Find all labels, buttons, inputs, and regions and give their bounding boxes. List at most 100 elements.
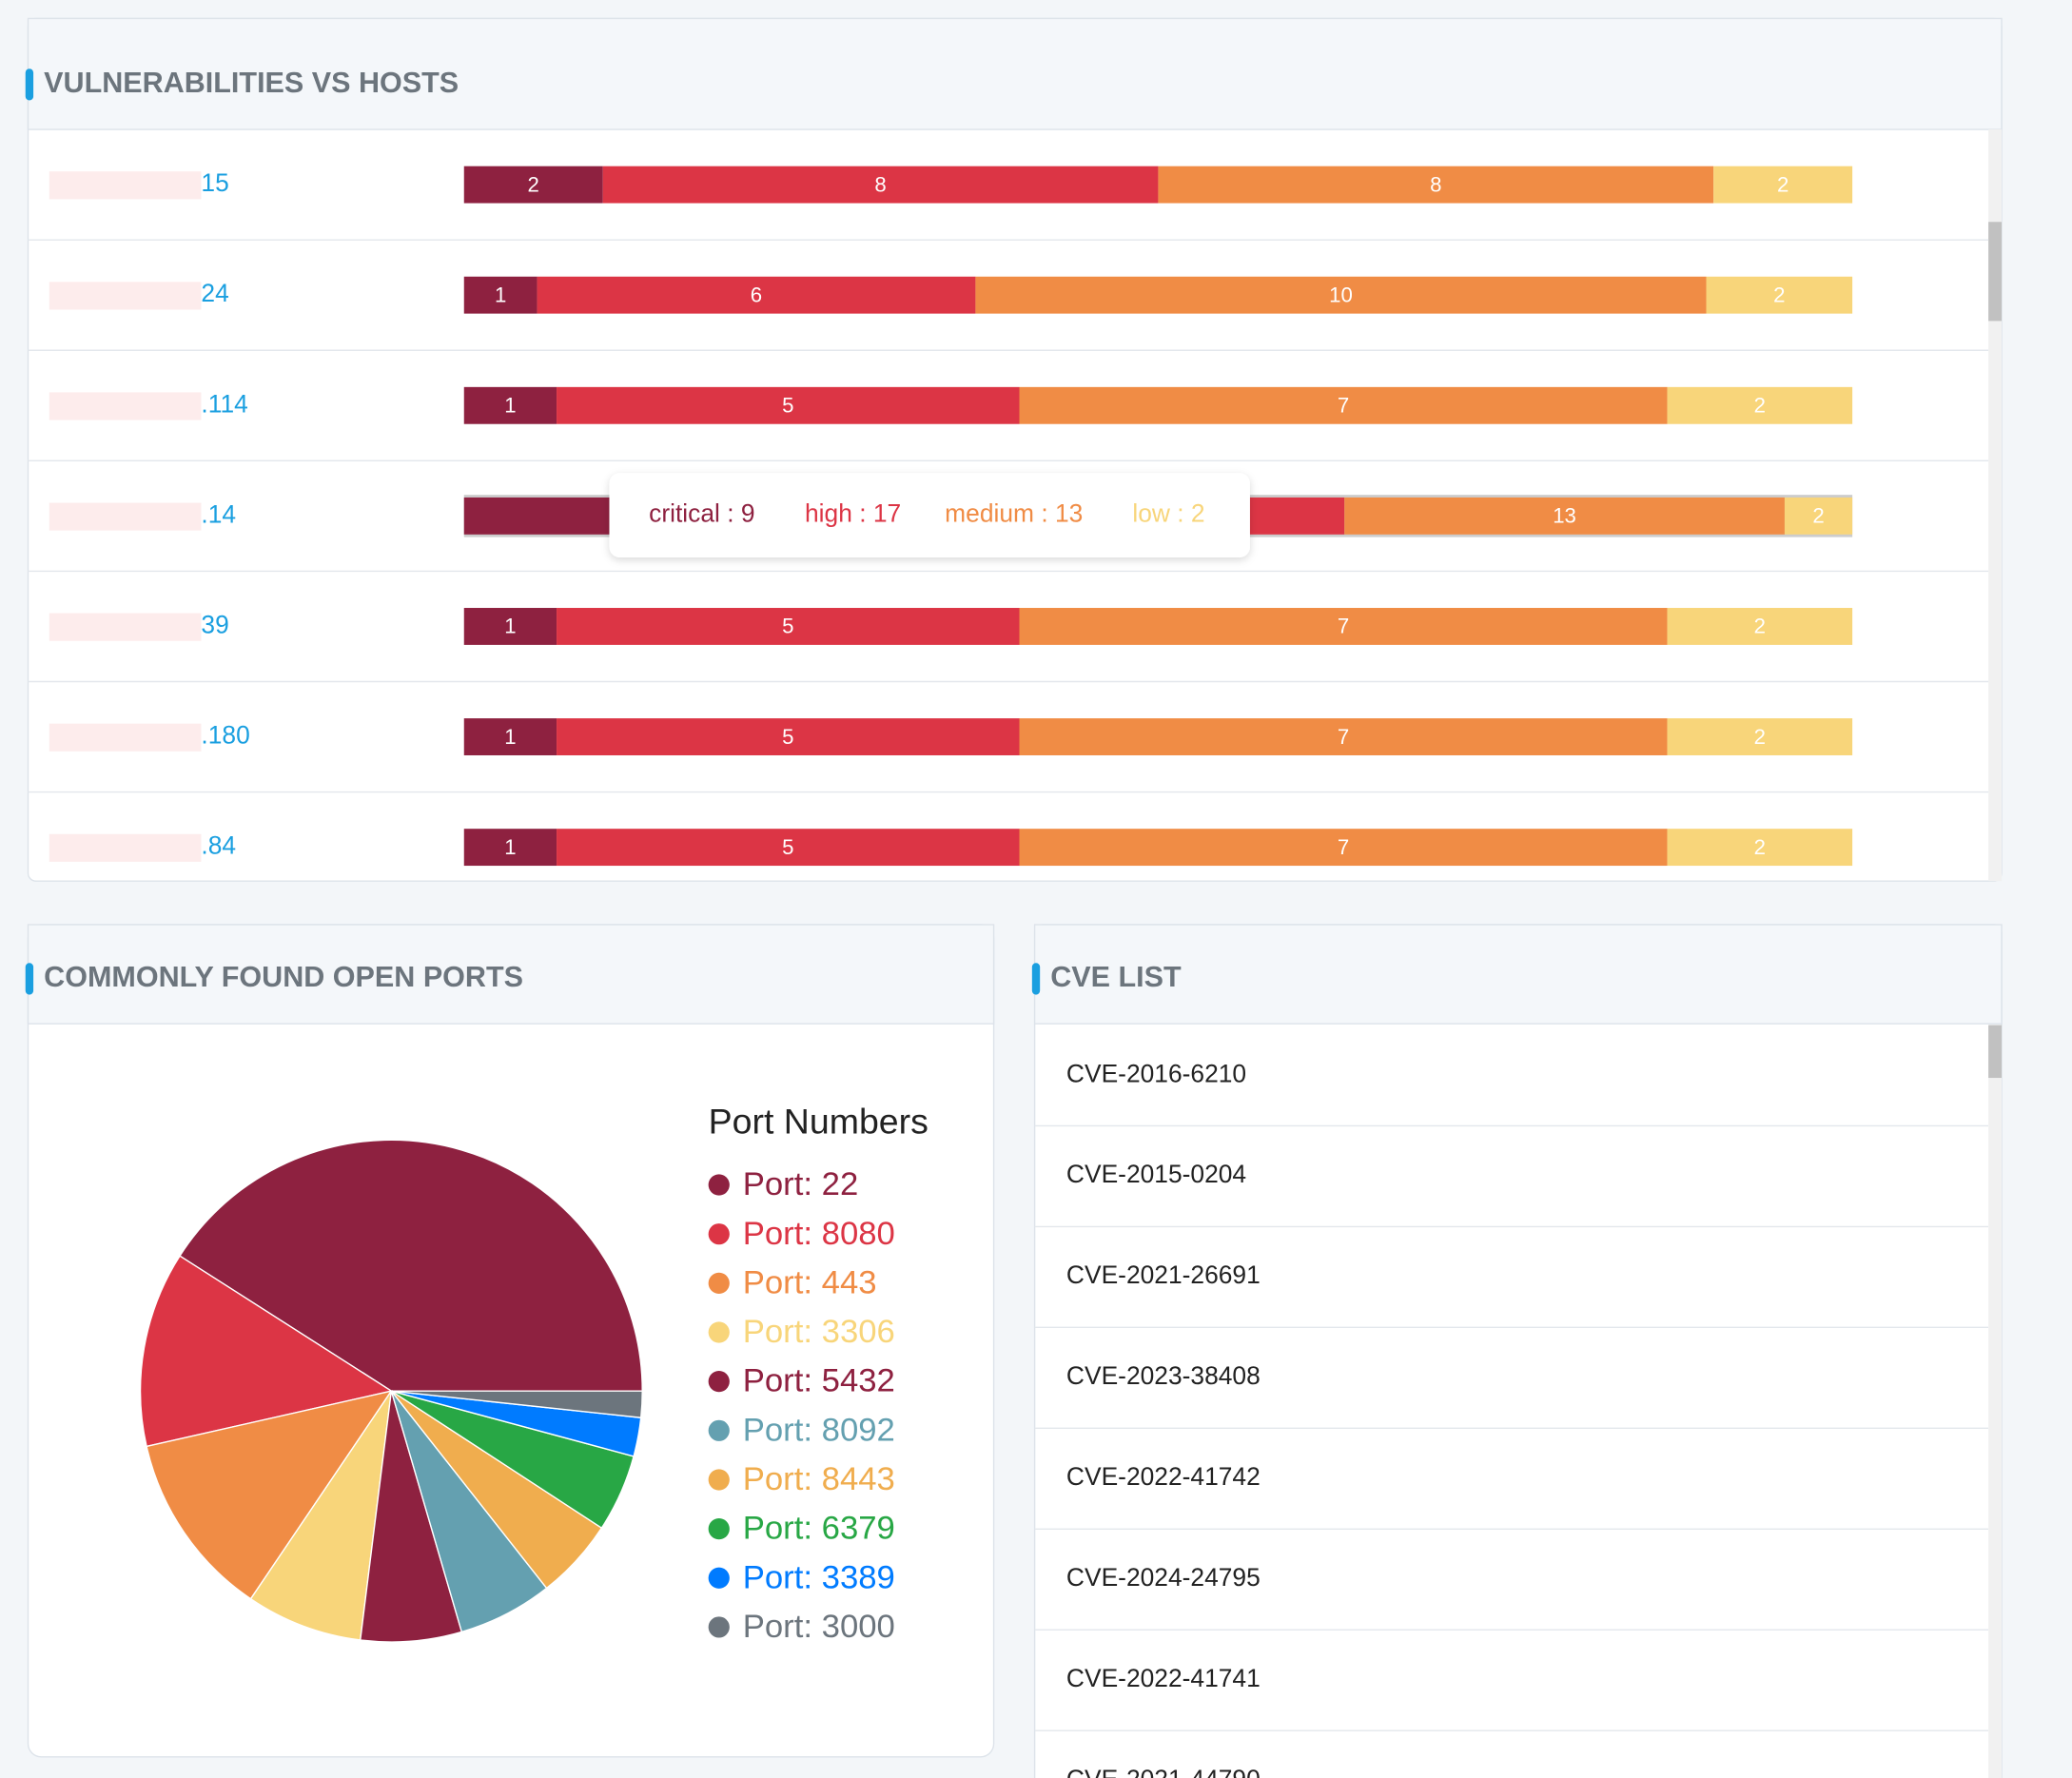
legend-marker[interactable] [708,1518,730,1540]
legend-label[interactable]: Port: 22 [743,1166,859,1202]
bar-segment[interactable] [463,718,557,755]
host-label[interactable]: .114 [201,389,247,418]
host-label[interactable]: 15 [201,168,228,197]
tooltip-sep: : [720,499,741,528]
bar-segment[interactable] [1344,497,1785,535]
host-label[interactable]: .180 [201,721,249,750]
tooltip-value: 13 [1055,499,1083,528]
legend-label[interactable]: Port: 3389 [743,1559,895,1595]
tooltip-value: 2 [1191,499,1205,528]
cve-item[interactable]: CVE-2015-0204 [1066,1160,1246,1188]
tooltip-name: low [1132,499,1171,528]
legend-label[interactable]: Port: 443 [743,1264,877,1300]
cve-item[interactable]: CVE-2022-41741 [1066,1664,1261,1692]
bar-segment[interactable] [557,829,1020,867]
bar-segment[interactable] [1019,608,1668,645]
data-label: 10 [1329,283,1353,306]
legend-marker[interactable] [708,1321,730,1343]
bar-segment[interactable] [537,276,976,314]
data-label: 5 [782,615,793,638]
legend-label[interactable]: Port: 6379 [743,1511,895,1547]
panel-title: CVE LIST [1050,961,1182,993]
bar-segment[interactable] [557,718,1020,755]
legend-marker[interactable] [708,1469,730,1491]
data-label: 2 [1754,394,1766,418]
data-label: 5 [782,725,793,749]
redaction [49,613,202,641]
cve-item[interactable]: CVE-2022-41742 [1066,1462,1261,1491]
redaction [49,833,202,862]
redaction [49,723,202,752]
bar-segment[interactable] [1706,276,1853,314]
data-label: 2 [1754,835,1766,859]
bar-chart: 1528822416102.1141572.14917132391572.180… [28,166,1989,867]
legend-marker[interactable] [708,1567,730,1589]
legend-marker[interactable] [708,1223,730,1245]
host-label[interactable]: .14 [201,499,236,528]
pie-slice[interactable] [249,1390,393,1641]
tooltip-entry: high : 17 [805,499,901,528]
bar-segment[interactable] [1667,386,1853,424]
bar-segment[interactable] [602,166,1159,204]
data-label: 1 [504,615,516,638]
legend-label[interactable]: Port: 8080 [743,1216,895,1252]
legend-label[interactable]: Port: 3000 [743,1609,895,1645]
pie-slice[interactable] [146,1390,393,1600]
bar-segment[interactable] [463,166,603,204]
scrollbar-thumb[interactable] [1988,1025,2003,1079]
pie-slice[interactable] [391,1390,643,1419]
bar-segment[interactable] [1158,166,1714,204]
bar-segment[interactable] [1667,718,1853,755]
bar-segment[interactable] [975,276,1707,314]
data-label: 1 [504,725,516,749]
bar-segment[interactable] [1667,829,1853,867]
cve-item[interactable]: CVE-2016-6210 [1066,1059,1246,1087]
data-label: 2 [1812,504,1824,528]
bar-segment[interactable] [463,829,557,867]
data-label: 7 [1338,835,1349,859]
data-label: 2 [1777,172,1789,196]
bar-segment[interactable] [557,608,1020,645]
host-label[interactable]: .84 [201,831,236,860]
bar-segment[interactable] [1019,386,1668,424]
data-label: 2 [1754,725,1766,749]
data-label: 1 [504,394,516,418]
bar-segment[interactable] [1784,497,1853,535]
cve-item[interactable]: CVE-2021-26691 [1066,1260,1261,1289]
bar-segment[interactable] [1019,718,1668,755]
pie-slice[interactable] [179,1139,643,1392]
data-label: 8 [874,172,886,196]
bar-segment[interactable] [1713,166,1853,204]
tooltip-sep: : [1170,499,1191,528]
cve-item[interactable]: CVE-2023-38408 [1066,1361,1261,1390]
legend-label[interactable]: Port: 8092 [743,1412,895,1448]
scrollbar-thumb[interactable] [1988,222,2003,322]
legend-marker[interactable] [708,1272,730,1294]
bar-segment[interactable] [463,386,557,424]
host-label[interactable]: 39 [201,610,228,638]
legend-label[interactable]: Port: 3306 [743,1314,895,1350]
data-label: 2 [528,172,539,196]
legend-label[interactable]: Port: 5432 [743,1363,895,1399]
tooltip-sep: : [852,499,873,528]
bar-segment[interactable] [463,608,557,645]
header-marker [25,963,34,995]
cve-item[interactable]: CVE-2024-24795 [1066,1563,1261,1592]
legend-label[interactable]: Port: 8443 [743,1461,895,1497]
legend-marker[interactable] [708,1371,730,1393]
tooltip-name: critical [649,499,720,528]
bar-segment[interactable] [1019,829,1668,867]
bar-segment[interactable] [463,276,538,314]
pie-slice[interactable] [139,1255,394,1448]
legend-marker[interactable] [708,1174,730,1196]
cve-item[interactable]: CVE-2021-44790 [1066,1765,1261,1778]
legend-marker[interactable] [708,1419,730,1441]
host-label[interactable]: 24 [201,279,228,307]
tooltip-value: 9 [741,499,755,528]
bar-segment[interactable] [557,386,1020,424]
tooltip-entry: low : 2 [1132,499,1204,528]
bar-segment[interactable] [1667,608,1853,645]
legend-marker[interactable] [708,1616,730,1638]
panel-title: COMMONLY FOUND OPEN PORTS [44,961,523,993]
